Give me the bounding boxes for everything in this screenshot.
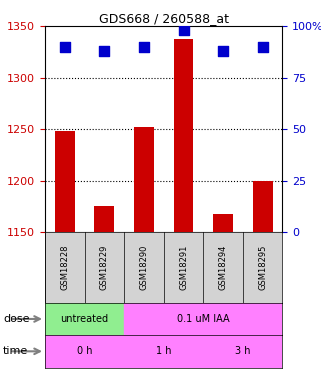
Point xyxy=(221,48,226,54)
Text: untreated: untreated xyxy=(60,314,108,324)
Bar xyxy=(45,303,124,335)
Point xyxy=(260,44,265,50)
Text: 0 h: 0 h xyxy=(77,346,92,356)
Point xyxy=(62,44,67,50)
Text: GSM18291: GSM18291 xyxy=(179,245,188,290)
Bar xyxy=(213,214,233,232)
Bar xyxy=(203,335,282,368)
Bar xyxy=(45,335,124,368)
Text: GSM18294: GSM18294 xyxy=(219,245,228,290)
Bar xyxy=(55,131,75,232)
Text: dose: dose xyxy=(3,314,30,324)
Text: GSM18290: GSM18290 xyxy=(139,245,148,290)
Point xyxy=(181,27,186,33)
Point xyxy=(102,48,107,54)
Bar xyxy=(124,303,282,335)
Bar xyxy=(134,127,154,232)
Title: GDS668 / 260588_at: GDS668 / 260588_at xyxy=(99,12,229,25)
Bar xyxy=(94,206,114,232)
Point xyxy=(141,44,146,50)
Text: 1 h: 1 h xyxy=(156,346,171,356)
Text: GSM18228: GSM18228 xyxy=(60,245,69,290)
Bar xyxy=(253,181,273,232)
Text: time: time xyxy=(3,346,29,356)
Bar xyxy=(174,39,193,232)
Text: 0.1 uM IAA: 0.1 uM IAA xyxy=(177,314,230,324)
Bar xyxy=(124,335,203,368)
Text: GSM18229: GSM18229 xyxy=(100,245,109,290)
Text: 3 h: 3 h xyxy=(235,346,251,356)
Text: GSM18295: GSM18295 xyxy=(258,245,267,290)
